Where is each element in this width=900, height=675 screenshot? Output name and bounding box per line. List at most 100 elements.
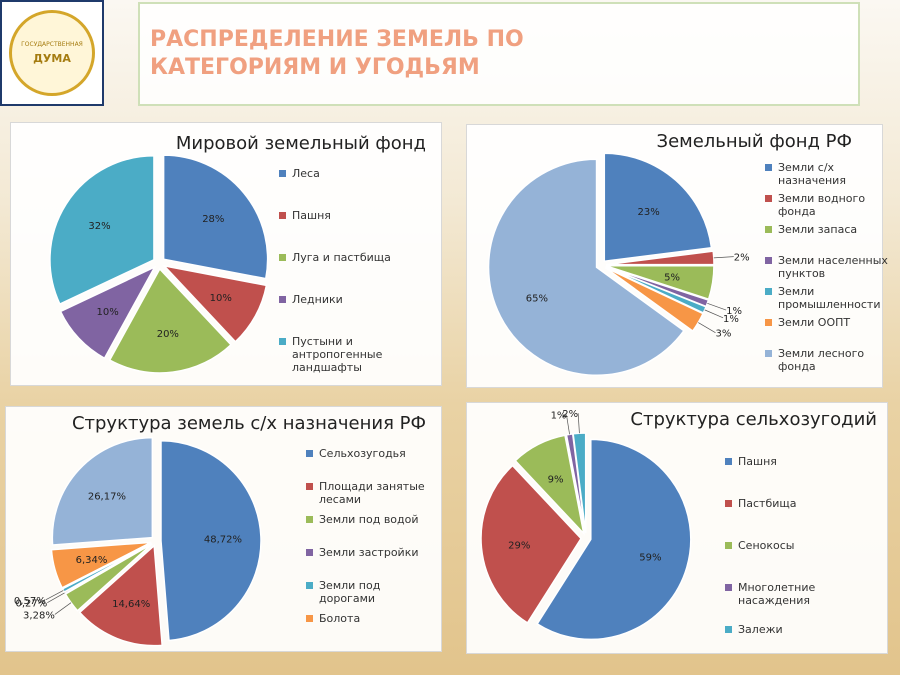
legend-label: Луга и пастбища — [292, 251, 391, 264]
pie-slice — [108, 267, 233, 374]
legend-label: Многолетние насаждения — [738, 581, 816, 607]
legend-swatch — [306, 483, 313, 490]
legend-swatch — [765, 164, 772, 171]
data-label: 2% — [562, 409, 578, 420]
legend-swatch — [306, 549, 313, 556]
legend-label: Земли населенных пунктов — [778, 254, 888, 280]
legend-swatch — [725, 626, 732, 633]
data-label: 3,28% — [23, 610, 55, 621]
legend-item: Земли запаса — [765, 223, 895, 236]
legend-label: Земли ООПТ — [778, 316, 851, 329]
legend-item: Земли промышленности — [765, 285, 895, 311]
pie-slice — [49, 155, 155, 306]
legend-swatch — [279, 338, 286, 345]
data-label: 1% — [726, 306, 742, 317]
legend-item: Болота — [306, 612, 436, 625]
chart-panel: Земельный фонд РФ 23% 2% 5% 1% 1% 3% 65% Земли с… — [466, 124, 888, 388]
legend-swatch — [279, 212, 286, 219]
legend-item: Земли застройки — [306, 546, 436, 559]
legend-label: Болота — [319, 612, 361, 625]
leader-line — [713, 256, 734, 259]
data-label: 5% — [664, 272, 680, 283]
data-label: 0,27% — [16, 599, 48, 610]
data-label: 2% — [734, 253, 750, 264]
legend-swatch — [765, 257, 772, 264]
data-label: 48,72% — [204, 534, 242, 545]
header: РАСПРЕДЕЛЕНИЕ ЗЕМЕЛЬ ПО КАТЕГОРИЯМ И УГО… — [138, 2, 860, 106]
legend-item: Площади занятые лесами — [306, 480, 436, 506]
pie-slice — [59, 265, 157, 360]
data-label: 26,17% — [88, 491, 126, 502]
legend-label: Земли застройки — [319, 546, 419, 559]
legend-item: Земли населенных пунктов — [765, 254, 895, 280]
chart-title: Мировой земельный фонд — [175, 133, 426, 154]
legend-swatch — [279, 296, 286, 303]
chart-title: Земельный фонд РФ — [656, 131, 852, 152]
leader-line — [698, 322, 716, 334]
legend-label: Земли запаса — [778, 223, 858, 236]
legend-label: Земли под дорогами — [319, 579, 381, 605]
legend-item: Ледники — [279, 293, 409, 306]
legend-item: Пустыни и антропогенные ландшафты — [279, 335, 409, 374]
pie-slice — [78, 544, 163, 647]
chart-panel: Структура земель с/х назначения РФ 48,72%… — [5, 406, 442, 652]
legend-swatch — [279, 254, 286, 261]
pie-slice — [536, 438, 692, 641]
chart-panel: Мировой земельный фонд 28% 10% 20% 10% 32% Лес… — [10, 122, 442, 386]
legend-label: Залежи — [738, 623, 783, 636]
legend-swatch — [765, 195, 772, 202]
legend-item: Леса — [279, 167, 409, 180]
leader-line — [704, 309, 724, 319]
legend-swatch — [725, 500, 732, 507]
legend-item: Пастбища — [725, 497, 855, 510]
legend-label: Ледники — [292, 293, 343, 306]
leader-line — [577, 413, 580, 434]
legend-label: Пастбища — [738, 497, 797, 510]
legend-item: Луга и пастбища — [279, 251, 409, 264]
legend-label: Земли водного фонда — [778, 192, 866, 218]
legend-item: Сельхозугодья — [306, 447, 436, 460]
legend-label: Земли лесного фонда — [778, 347, 865, 373]
data-label: 10% — [97, 307, 119, 318]
legend-swatch — [765, 226, 772, 233]
legend-swatch — [725, 584, 732, 591]
legend-label: Площади занятые лесами — [319, 480, 425, 506]
header-title: РАСПРЕДЕЛЕНИЕ ЗЕМЕЛЬ ПО КАТЕГОРИЯМ И УГО… — [150, 27, 524, 80]
legend-label: Земли промышленности — [778, 285, 881, 311]
legend-swatch — [765, 319, 772, 326]
data-label: 14,64% — [112, 599, 150, 610]
legend-swatch — [765, 288, 772, 295]
legend-swatch — [306, 582, 313, 589]
data-label: 1% — [551, 411, 567, 422]
pie-slice — [61, 542, 152, 594]
data-label: 32% — [88, 221, 110, 232]
legend-label: Пашня — [292, 209, 331, 222]
legend-label: Пашня — [738, 455, 777, 468]
legend-swatch — [306, 516, 313, 523]
chart-title: Структура сельхозугодий — [630, 409, 877, 430]
data-label: 20% — [157, 329, 179, 340]
pie-slice — [50, 541, 152, 589]
legend-item: Земли лесного фонда — [765, 347, 895, 373]
leader-line — [47, 592, 65, 604]
data-label: 10% — [210, 293, 232, 304]
pie-chart: 23% 2% 5% 1%1% 3% 65% — [487, 152, 750, 377]
pie-slice — [605, 265, 715, 301]
data-label: 0,57% — [14, 596, 46, 607]
legend-item: Земли под водой — [306, 513, 436, 526]
legend-label: Сельхозугодья — [319, 447, 406, 460]
chart-panel: Структура сельхозугодий 59% 29% 9% 1% 2% Пашня… — [466, 402, 888, 654]
legend-swatch — [279, 170, 286, 177]
legend-item: Многолетние насаждения — [725, 581, 855, 607]
leader-line — [707, 302, 727, 311]
legend-item: Земли ООПТ — [765, 316, 895, 329]
pie-slice — [487, 158, 685, 377]
data-label: 59% — [639, 553, 661, 564]
legend-swatch — [306, 615, 313, 622]
data-label: 9% — [548, 474, 564, 485]
legend-label: Пустыни и антропогенные ландшафты — [292, 335, 383, 374]
data-label: 23% — [637, 207, 659, 218]
pie-chart: 28% 10% 20% 10% 32% — [49, 154, 269, 374]
legend-swatch — [725, 458, 732, 465]
